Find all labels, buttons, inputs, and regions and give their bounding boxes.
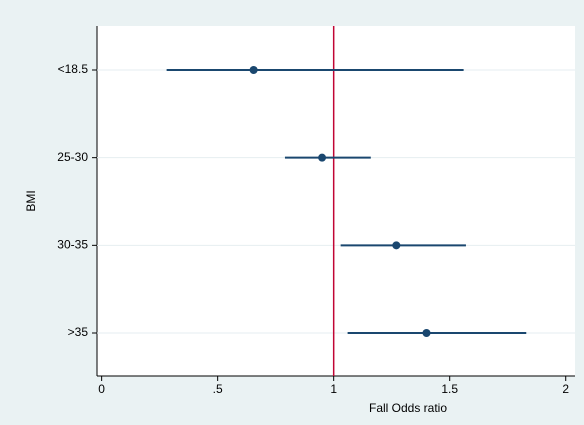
y-tick-label: 25-30 xyxy=(57,150,88,164)
y-tick-label: <18.5 xyxy=(58,62,89,76)
x-tick-label: 1 xyxy=(330,382,337,396)
x-axis-label: Fall Odds ratio xyxy=(369,401,447,415)
plot-area xyxy=(97,26,575,376)
x-tick-label: 0 xyxy=(98,382,105,396)
x-tick-label: .5 xyxy=(213,382,223,396)
point-estimate xyxy=(392,241,401,250)
y-tick-label: 30-35 xyxy=(57,238,88,252)
x-tick-label: 1.5 xyxy=(441,382,458,396)
y-axis-label: BMI xyxy=(24,190,38,211)
point-estimate xyxy=(249,66,258,74)
point-estimate xyxy=(318,153,327,162)
point-estimate xyxy=(422,329,431,337)
y-tick-label: >35 xyxy=(68,325,89,339)
x-tick-label: 2 xyxy=(562,382,569,396)
